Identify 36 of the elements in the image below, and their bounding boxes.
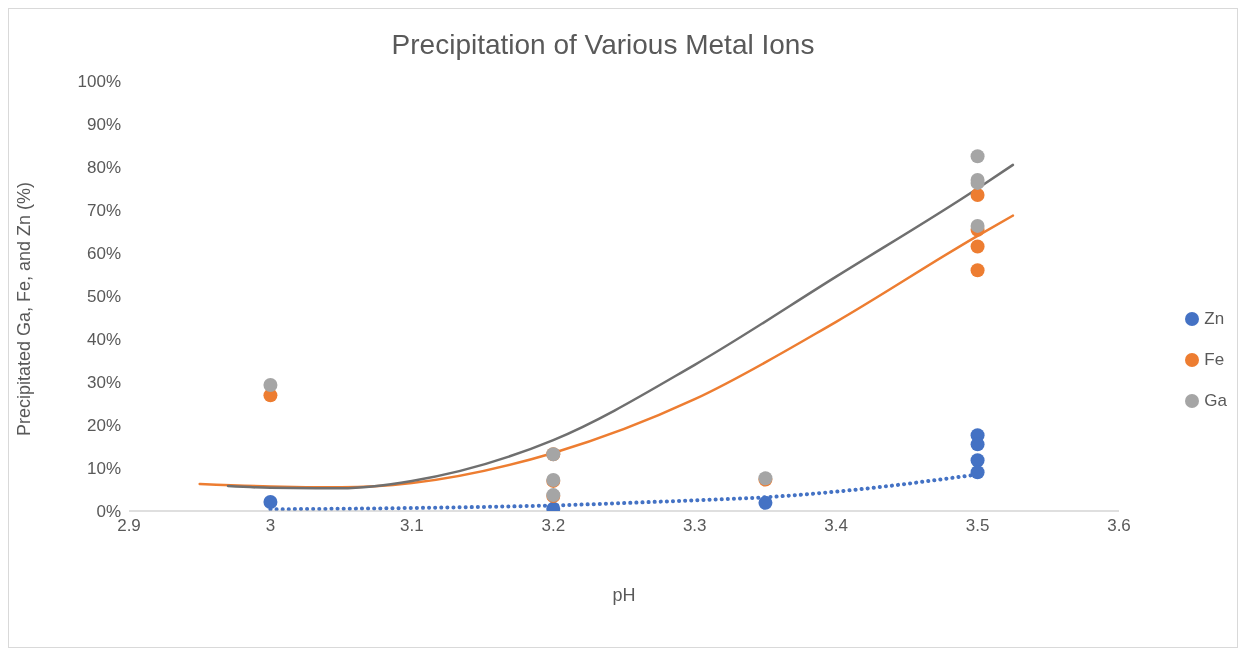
point: [970, 465, 985, 480]
x-axis-title: pH: [612, 585, 636, 605]
y-tick-label: 100%: [77, 72, 121, 92]
legend-label: Zn: [1204, 309, 1225, 329]
point: [970, 187, 985, 202]
point: [970, 149, 985, 164]
line-series: [226, 163, 1015, 490]
x-tick-label: 2.9: [117, 516, 141, 536]
x-tick-label: 3.6: [1107, 516, 1131, 536]
y-tick-label: 60%: [86, 244, 121, 264]
legend-label: Fe: [1204, 350, 1225, 370]
y-tick-label: 30%: [86, 373, 121, 393]
y-tick-label: 50%: [86, 287, 121, 307]
point: [970, 263, 985, 278]
y-tick-label: 70%: [86, 201, 121, 221]
x-tick-label: 3.3: [682, 516, 707, 536]
y-tick-label: 80%: [86, 158, 121, 178]
point: [263, 378, 278, 393]
point: [970, 218, 985, 233]
point: [758, 495, 773, 510]
point: [970, 453, 985, 468]
chart-title: Precipitation of Various Metal Ions: [390, 29, 816, 61]
x-tick-label: 3.2: [541, 516, 566, 536]
x-tick-label: 3: [265, 516, 276, 536]
point: [970, 239, 985, 254]
point: [970, 437, 985, 452]
y-tick-label: 20%: [86, 416, 121, 436]
y-tick-label: 10%: [86, 459, 121, 479]
y-tick-label: 90%: [86, 115, 121, 135]
x-tick-label: 3.4: [824, 516, 848, 536]
point: [263, 494, 278, 509]
x-tick-label: 3.5: [965, 516, 990, 536]
y-tick-label: 40%: [86, 330, 121, 350]
x-tick-label: 3.1: [400, 516, 424, 536]
y-axis-title: Precipitated Ga, Fe, and Zn (%): [14, 181, 35, 436]
legend-label: Ga: [1204, 391, 1227, 411]
